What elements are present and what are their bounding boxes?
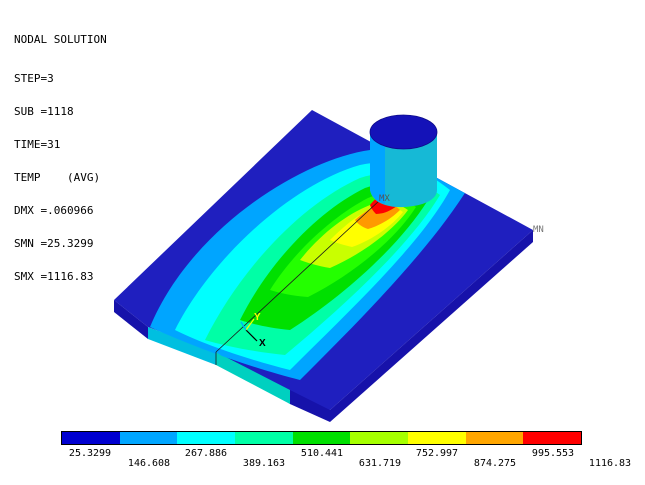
temperature-contours — [150, 149, 470, 380]
plate-left-side — [114, 300, 148, 339]
legend-swatch-5 — [292, 432, 351, 444]
legend-swatch-2 — [119, 432, 178, 444]
header-line-smn: SMN =25.3299 — [14, 237, 94, 250]
cylinder-body — [370, 132, 437, 208]
nodal-solution-header: NODAL SOLUTION STEP=3 SUB =1118 TIME=31 … — [14, 12, 107, 293]
cylinder-shadow-left — [370, 132, 385, 204]
plate-front-side-mid — [216, 352, 290, 404]
triad-y-label: Y — [254, 312, 261, 323]
triad-x-axis — [245, 329, 258, 342]
min-marker-label: MN — [533, 225, 544, 235]
legend-swatch-9 — [523, 432, 582, 444]
legend-swatch-1 — [62, 432, 120, 444]
max-marker-label: MX — [379, 194, 390, 204]
plate-front-side-left — [148, 327, 216, 365]
plate-front-side-right — [290, 390, 330, 422]
cylinder-top — [370, 115, 437, 149]
header-line-step: STEP=3 — [14, 72, 54, 85]
header-title: NODAL SOLUTION — [14, 33, 107, 46]
header-line-sub: SUB =1118 — [14, 105, 74, 118]
header-line-dmx: DMX =.060966 — [14, 204, 94, 217]
triad-z-axis — [240, 321, 247, 331]
legend-swatch-8 — [465, 432, 524, 444]
tool-cylinder — [369, 114, 438, 208]
header-line-smx: SMX =1116.83 — [14, 270, 94, 283]
legend-swatch-7 — [408, 432, 466, 444]
plate-right-side — [330, 230, 533, 422]
legend-swatch-6 — [350, 432, 409, 444]
coordinate-triad: Y X — [240, 312, 266, 349]
header-line-time: TIME=31 — [14, 138, 61, 151]
header-line-temp: TEMP (AVG) — [14, 171, 101, 184]
triad-y-axis — [245, 318, 255, 331]
cylinder-top-rim — [369, 114, 438, 150]
legend-color-bar — [61, 431, 582, 445]
legend-swatch-4 — [235, 432, 293, 444]
legend-swatch-3 — [177, 432, 236, 444]
triad-x-label: X — [259, 338, 266, 349]
